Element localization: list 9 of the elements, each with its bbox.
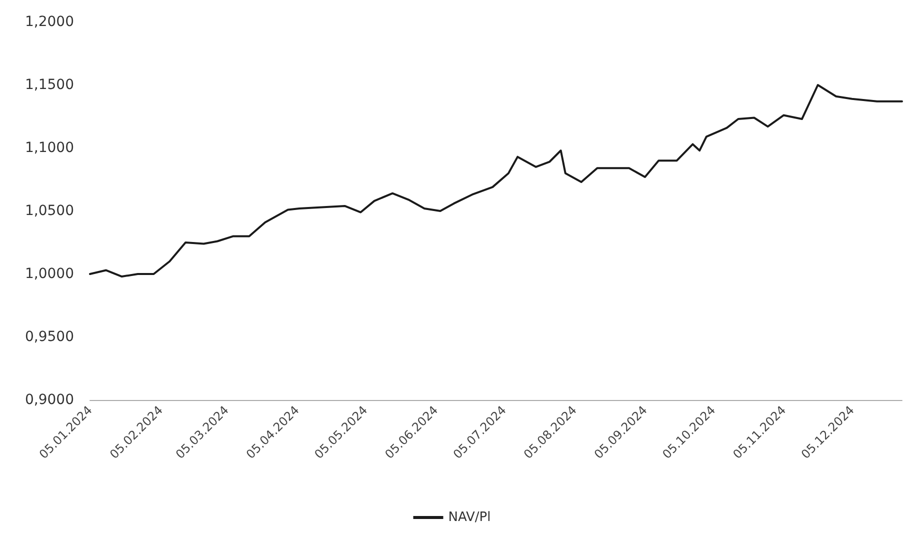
y-tick-label: 1,0000 [25, 266, 74, 282]
y-tick-label: 0,9000 [25, 392, 74, 408]
y-tick-label: 1,0500 [25, 203, 74, 219]
y-tick-label: 1,2000 [25, 14, 74, 30]
legend-label: NAV/Pl [448, 510, 491, 525]
line-series [89, 84, 903, 278]
y-tick-label: 1,1500 [25, 77, 74, 93]
y-tick-label: 0,9500 [25, 329, 74, 345]
y-tick-label: 1,1000 [25, 140, 74, 156]
